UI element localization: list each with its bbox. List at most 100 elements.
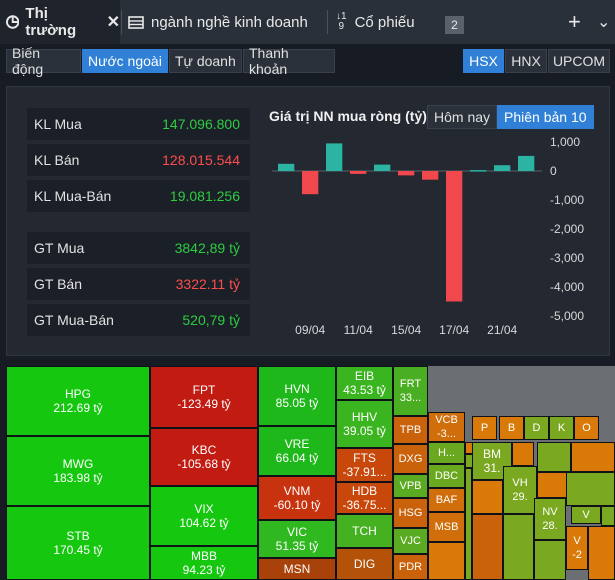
- treemap-tile-small[interactable]: [566, 472, 615, 506]
- treemap-tile-small[interactable]: [537, 442, 571, 472]
- exchange-hnx[interactable]: HNX: [505, 49, 547, 73]
- treemap-tile-hsg[interactable]: HSG: [393, 498, 428, 528]
- treemap-tile-vcb[interactable]: VCB -3...: [428, 412, 465, 442]
- y-tick-label: -5,000: [550, 309, 584, 323]
- treemap-tile-dbc[interactable]: DBC: [428, 464, 465, 488]
- tile-value: 170.45 tỷ: [53, 543, 103, 557]
- treemap-tile-small[interactable]: [472, 480, 503, 514]
- subtab-thanh-khoan[interactable]: Thanh khoản: [243, 45, 335, 77]
- summary-label: KL Mua-Bán: [34, 188, 112, 204]
- sort-numeric-icon: ↓1 9: [336, 11, 347, 32]
- treemap-tile-vre[interactable]: VRE 66.04 tỷ: [258, 426, 336, 476]
- treemap-tile-tch[interactable]: TCH: [336, 514, 393, 548]
- summary-value: 128.015.544: [162, 152, 240, 168]
- treemap-tile-vic[interactable]: VIC 51.35 tỷ: [258, 520, 336, 558]
- tab-market[interactable]: Thị trường ✕: [0, 0, 120, 44]
- subtab-bien-dong[interactable]: Biến động: [6, 45, 81, 77]
- tile-value: 66.04 tỷ: [275, 451, 319, 465]
- treemap-tile-small[interactable]: [428, 542, 465, 580]
- treemap-tile-tpb[interactable]: TPB: [393, 416, 428, 444]
- y-tick-label: 0: [550, 164, 557, 178]
- treemap-tile-kbc[interactable]: KBC -105.68 tỷ: [150, 428, 258, 486]
- treemap-tile-stb[interactable]: STB 170.45 tỷ: [6, 506, 150, 580]
- treemap-tile-small[interactable]: [465, 468, 472, 580]
- add-tab-icon[interactable]: +: [568, 9, 581, 34]
- treemap-tile-frt[interactable]: FRT 33...: [393, 366, 428, 416]
- close-icon[interactable]: ✕: [106, 14, 120, 31]
- tile-ticker: NV: [542, 506, 558, 518]
- tab-stock[interactable]: ↓1 9 Cổ phiếu: [336, 0, 436, 44]
- treemap-tile-small[interactable]: [512, 442, 534, 466]
- summary-label: GT Mua-Bán: [34, 312, 114, 328]
- treemap-tile-hdb[interactable]: HDB -36.75...: [336, 482, 393, 514]
- treemap-tile-small[interactable]: [534, 540, 566, 580]
- treemap-tile-nv[interactable]: NV 28.: [534, 498, 566, 540]
- treemap-tile-k[interactable]: K: [549, 416, 574, 440]
- treemap-tile-d[interactable]: D: [524, 416, 549, 440]
- treemap-tile-fts[interactable]: FTS -37.91...: [336, 448, 393, 482]
- treemap-tile-small[interactable]: [472, 514, 503, 580]
- treemap-tile-vix[interactable]: VIX 104.62 tỷ: [150, 486, 258, 546]
- treemap-tile-h[interactable]: H...: [428, 442, 465, 464]
- tile-value: 85.05 tỷ: [275, 396, 319, 410]
- treemap-tile-vpb[interactable]: VPB: [393, 474, 428, 498]
- treemap-tile-msn[interactable]: MSN: [258, 558, 336, 580]
- treemap-tile-msb[interactable]: MSB: [428, 512, 465, 542]
- treemap-tile-dig[interactable]: DIG: [336, 548, 393, 580]
- tile-ticker: MBB: [190, 549, 217, 563]
- treemap-tile-dxg[interactable]: DXG: [393, 444, 428, 474]
- summary-value: 147.096.800: [162, 116, 240, 132]
- treemap-tile-hpg[interactable]: HPG 212.69 tỷ: [6, 366, 150, 436]
- treemap-tile-pdr[interactable]: PDR: [393, 554, 428, 580]
- treemap-tile-o[interactable]: O: [574, 416, 599, 440]
- period-10-sessions-button[interactable]: Phiên bản 10: [497, 105, 594, 129]
- treemap-tile-b[interactable]: B: [499, 416, 524, 440]
- treemap-tile-v[interactable]: V: [571, 506, 601, 524]
- treemap-tile-small[interactable]: [503, 514, 534, 580]
- treemap-tile-vnm[interactable]: VNM -60.10 tỷ: [258, 476, 336, 520]
- tile-ticker: DBC: [434, 470, 459, 482]
- treemap-tile-small[interactable]: [465, 454, 473, 468]
- tile-value: 51.35 tỷ: [275, 539, 319, 553]
- tile-value: -2: [572, 549, 582, 561]
- subtab-tu-doanh[interactable]: Tự doanh: [169, 49, 242, 73]
- tile-ticker: VRE: [284, 437, 310, 451]
- period-today-button[interactable]: Hôm nay: [427, 105, 498, 129]
- summary-value: 3842,89 tỷ: [174, 240, 240, 256]
- tile-value: -105.68 tỷ: [177, 457, 231, 471]
- tile-value: -36.75...: [342, 498, 387, 512]
- tab-count-badge[interactable]: 2: [445, 16, 464, 34]
- treemap-tile-hhv[interactable]: HHV 39.05 tỷ: [336, 400, 393, 448]
- treemap-tile-hvn[interactable]: HVN 85.05 tỷ: [258, 366, 336, 426]
- treemap-tile-bm[interactable]: BM 31.: [472, 442, 512, 480]
- treemap-tile-mbb[interactable]: MBB 94.23 tỷ: [150, 546, 258, 580]
- treemap-tile-v[interactable]: V -2: [566, 526, 588, 570]
- summary-value: 520,79 tỷ: [182, 312, 240, 328]
- treemap-tile-mwg[interactable]: MWG 183.98 tỷ: [6, 436, 150, 506]
- subtab-nuoc-ngoai[interactable]: Nước ngoài: [82, 49, 168, 73]
- tile-value: 104.62 tỷ: [179, 516, 229, 530]
- foreign-treemap: HPG 212.69 tỷ MWG 183.98 tỷ STB 170.45 tỷ FPT -…: [6, 366, 615, 580]
- exchange-hsx[interactable]: HSX: [463, 49, 504, 73]
- treemap-tile-eib[interactable]: EIB 43.53 tỷ: [336, 366, 393, 400]
- treemap-tile-small[interactable]: [465, 442, 473, 454]
- tile-ticker: PDR: [398, 561, 423, 573]
- exchange-upcom[interactable]: UPCOM: [548, 49, 610, 73]
- treemap-tile-small[interactable]: [601, 506, 615, 526]
- summary-label: GT Bán: [34, 276, 82, 292]
- bar-08/04: [278, 163, 295, 172]
- treemap-tile-small[interactable]: [571, 442, 615, 472]
- tile-ticker: MSB: [434, 521, 459, 533]
- chevron-down-icon[interactable]: ⌄: [597, 14, 611, 31]
- tab-industry[interactable]: ngành nghề kinh doanh: [128, 0, 318, 44]
- treemap-tile-small[interactable]: [588, 526, 615, 580]
- summary-value: 3322.11 tỷ: [175, 276, 240, 292]
- tile-ticker: FRT: [399, 378, 422, 390]
- treemap-tile-vjc[interactable]: VJC: [393, 528, 428, 554]
- treemap-tile-p[interactable]: P: [472, 416, 497, 440]
- tile-ticker: HHV: [351, 410, 378, 424]
- treemap-tile-baf[interactable]: BAF: [428, 488, 465, 512]
- treemap-tile-vh[interactable]: VH 29.: [503, 466, 537, 514]
- treemap-tile-fpt[interactable]: FPT -123.49 tỷ: [150, 366, 258, 428]
- net-buy-bar-chart: 1,000 0 -1,000 -2,000 -3,000 -4,000 -5,000 09/0…: [272, 135, 584, 337]
